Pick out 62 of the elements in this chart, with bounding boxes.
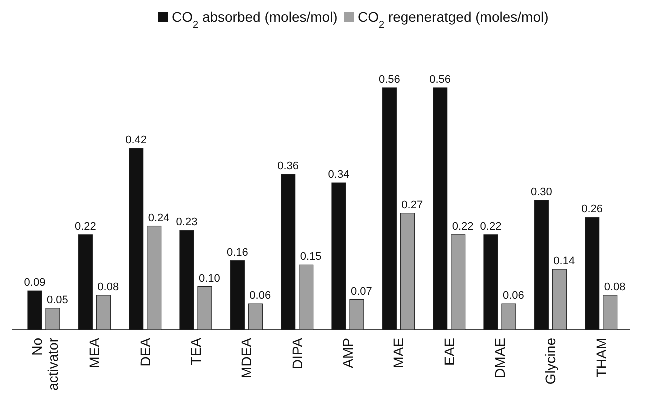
bar bbox=[299, 264, 314, 330]
x-tick-label: THAM bbox=[593, 338, 610, 378]
data-label: 0.09 bbox=[24, 277, 46, 290]
bar bbox=[585, 217, 600, 330]
data-label: 0.22 bbox=[74, 220, 96, 233]
data-label: 0.06 bbox=[250, 290, 272, 302]
data-label: 0.42 bbox=[126, 134, 148, 146]
x-tick-label: MAE bbox=[390, 338, 407, 368]
bar bbox=[198, 286, 212, 330]
x-tick-label: DMAE bbox=[492, 338, 508, 378]
bar bbox=[230, 260, 245, 330]
bar bbox=[147, 226, 162, 330]
bar bbox=[552, 269, 567, 330]
x-tick-label: No activator bbox=[29, 338, 61, 391]
data-label: 0.34 bbox=[328, 169, 350, 182]
bar bbox=[248, 304, 263, 330]
data-label: 0.22 bbox=[452, 220, 474, 233]
data-label: 0.06 bbox=[503, 290, 524, 302]
data-label: 0.14 bbox=[554, 256, 576, 268]
bar bbox=[484, 234, 498, 330]
bar bbox=[451, 234, 466, 330]
bar bbox=[78, 234, 93, 330]
x-tick-label: EAE bbox=[441, 338, 458, 366]
data-label: 0.27 bbox=[402, 199, 424, 212]
data-label: 0.23 bbox=[176, 216, 198, 229]
bar bbox=[46, 308, 60, 330]
bar bbox=[603, 295, 618, 330]
x-tick-label: DEA bbox=[137, 337, 154, 367]
data-label: 0.10 bbox=[199, 272, 220, 285]
bar bbox=[502, 304, 516, 330]
bar bbox=[332, 182, 346, 330]
x-tick-label: MDEA bbox=[238, 337, 255, 378]
data-label: 0.05 bbox=[47, 294, 68, 306]
x-tick-label: AMP bbox=[340, 338, 356, 368]
bar bbox=[281, 174, 296, 330]
bar bbox=[28, 290, 42, 330]
data-label: 0.30 bbox=[530, 186, 552, 198]
legend-label: CO$_{2}$ regeneratged (moles/mol) bbox=[358, 9, 549, 30]
bar bbox=[350, 299, 364, 330]
bar bbox=[382, 88, 397, 330]
bar bbox=[433, 88, 448, 330]
bar bbox=[180, 230, 194, 330]
x-tick-label: TEA bbox=[188, 337, 204, 366]
data-label: 0.22 bbox=[480, 220, 502, 233]
data-label: 0.56 bbox=[378, 74, 400, 86]
data-label: 0.26 bbox=[582, 204, 604, 216]
bar bbox=[96, 295, 111, 330]
data-label: 0.16 bbox=[226, 246, 248, 259]
x-tick-label: MEA bbox=[86, 337, 103, 368]
data-label: 0.36 bbox=[278, 160, 300, 172]
bar bbox=[534, 200, 549, 330]
data-label: 0.08 bbox=[98, 281, 120, 294]
legend-label: CO$_{2}$ absorbed (moles/mol) bbox=[172, 9, 338, 30]
x-tick-label: Glycine bbox=[542, 338, 559, 385]
bar bbox=[400, 213, 415, 330]
data-label: 0.24 bbox=[148, 212, 170, 224]
data-label: 0.08 bbox=[604, 281, 626, 294]
data-label: 0.15 bbox=[300, 251, 322, 264]
bar bbox=[129, 148, 144, 330]
x-tick-label: DIPA bbox=[289, 337, 306, 370]
data-label: 0.07 bbox=[351, 286, 372, 298]
data-label: 0.56 bbox=[430, 74, 452, 86]
